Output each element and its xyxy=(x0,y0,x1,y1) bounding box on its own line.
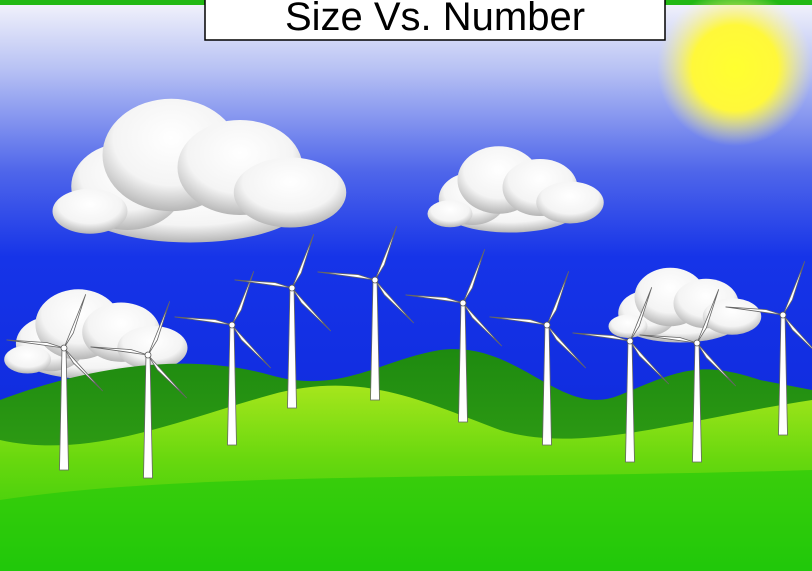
hub xyxy=(145,352,151,358)
hub xyxy=(460,300,466,306)
cloud-puff xyxy=(4,345,51,373)
slide: Size Vs. Number xyxy=(0,0,812,571)
cloud-puff xyxy=(53,189,128,234)
cloud-puff xyxy=(536,182,604,224)
hub xyxy=(372,277,378,283)
hub xyxy=(289,285,295,291)
hub xyxy=(627,338,633,344)
hub xyxy=(694,340,700,346)
hub xyxy=(229,322,235,328)
title: Size Vs. Number xyxy=(285,0,585,39)
hub xyxy=(61,345,67,351)
cloud-puff xyxy=(703,298,762,334)
hub xyxy=(780,312,786,318)
cloud-puff xyxy=(234,158,347,228)
cloud-puff xyxy=(428,200,473,227)
hub xyxy=(544,322,550,328)
